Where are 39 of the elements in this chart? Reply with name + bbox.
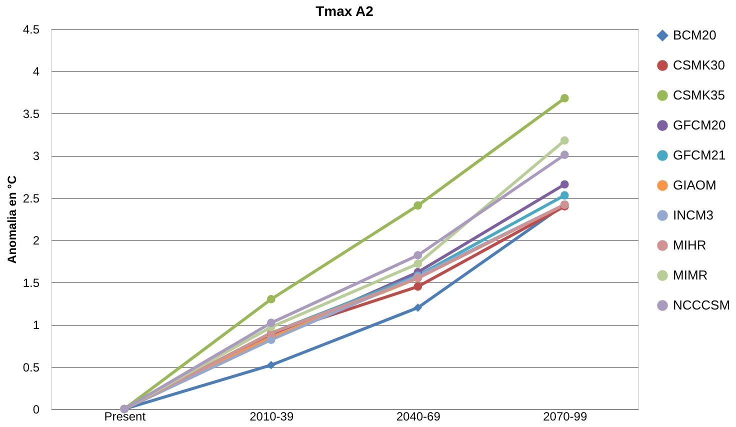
x-tick-label: 2010-39 [250, 410, 294, 424]
point [414, 251, 422, 260]
legend-label: MIMR [673, 268, 708, 282]
chart-title: Tmax A2 [316, 3, 374, 19]
point [414, 201, 422, 210]
legend-label: NCCCSM [673, 298, 730, 312]
y-tick-label: 3.5 [22, 106, 40, 121]
legend-label: CSMK35 [673, 88, 726, 102]
point [266, 295, 276, 304]
legend-label: INCM3 [673, 208, 714, 222]
x-tick-label: Present [104, 410, 146, 424]
y-tick-label: 0 [32, 402, 40, 416]
point [266, 360, 276, 370]
legend-label: MIHR [673, 238, 706, 252]
y-tick-label: 3 [32, 149, 40, 164]
x-tick-label: 2040-69 [396, 410, 441, 424]
legend-label: GIAOM [673, 178, 716, 192]
legend-label: GFCM20 [673, 118, 726, 132]
y-axis-title: Anomalia en °C [4, 175, 19, 264]
y-tick-label: 1 [32, 318, 40, 332]
point [414, 260, 422, 268]
legend-label: GFCM21 [673, 148, 726, 162]
point [560, 94, 569, 102]
y-tick-label: 4 [32, 64, 40, 79]
point [560, 136, 569, 145]
legend-label: CSMK30 [673, 58, 726, 72]
x-tick-label: 2070-99 [543, 410, 588, 424]
point [560, 150, 569, 159]
point [414, 303, 422, 312]
y-tick-label: 0.5 [22, 360, 40, 374]
y-tick-label: 4.5 [22, 22, 40, 36]
y-tick-label: 2.5 [22, 191, 40, 206]
point [560, 191, 569, 200]
point [266, 318, 276, 328]
point [560, 180, 569, 189]
y-tick-label: 1.5 [22, 276, 40, 290]
y-tick-label: 2 [32, 234, 40, 248]
legend-label: BCM20 [673, 28, 716, 42]
point [414, 282, 422, 291]
